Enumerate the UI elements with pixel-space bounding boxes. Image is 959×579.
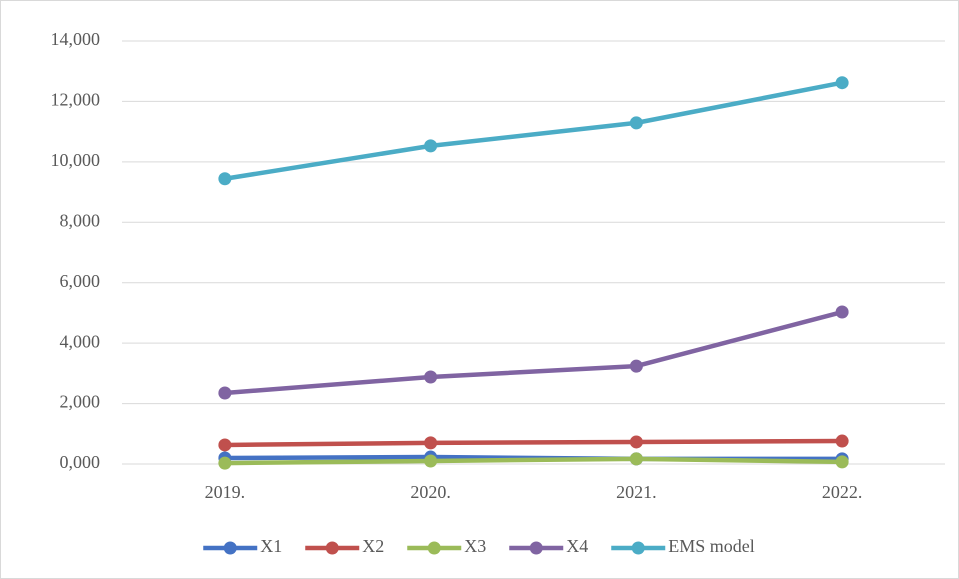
point <box>218 438 232 452</box>
legend-marker <box>325 541 339 555</box>
point <box>424 370 438 384</box>
series-line <box>222 309 845 396</box>
legend-label: X4 <box>566 536 588 556</box>
point <box>218 172 232 186</box>
point <box>835 434 849 448</box>
x-tick-label: 2020. <box>410 482 451 502</box>
y-tick-label: 0,000 <box>60 452 101 472</box>
y-tick-label: 2,000 <box>60 392 101 412</box>
series-line <box>222 456 845 466</box>
point <box>835 455 849 469</box>
y-tick-label: 4,000 <box>60 331 101 351</box>
legend-marker <box>223 541 237 555</box>
y-tick-label: 12,000 <box>51 90 101 110</box>
point <box>218 386 232 400</box>
point <box>629 359 643 373</box>
x-tick-label: 2019. <box>205 482 246 502</box>
point <box>424 139 438 153</box>
point <box>629 452 643 466</box>
y-tick-label: 10,000 <box>51 150 101 170</box>
y-tick-label: 6,000 <box>60 271 101 291</box>
legend-marker <box>631 541 645 555</box>
series-line <box>222 438 845 448</box>
legend-label: X3 <box>464 536 486 556</box>
point <box>629 435 643 449</box>
point <box>424 436 438 450</box>
x-tick-label: 2021. <box>616 482 657 502</box>
legend-label: EMS model <box>668 536 755 556</box>
point <box>218 456 232 470</box>
legend-marker <box>529 541 543 555</box>
point <box>629 116 643 130</box>
series-line <box>222 80 845 182</box>
legend-label: X1 <box>260 536 282 556</box>
y-tick-label: 14,000 <box>51 29 101 49</box>
y-tick-label: 8,000 <box>60 210 101 230</box>
point <box>424 454 438 468</box>
point <box>835 305 849 319</box>
point <box>835 76 849 90</box>
legend-label: X2 <box>362 536 384 556</box>
legend-marker <box>427 541 441 555</box>
x-tick-label: 2022. <box>822 482 863 502</box>
